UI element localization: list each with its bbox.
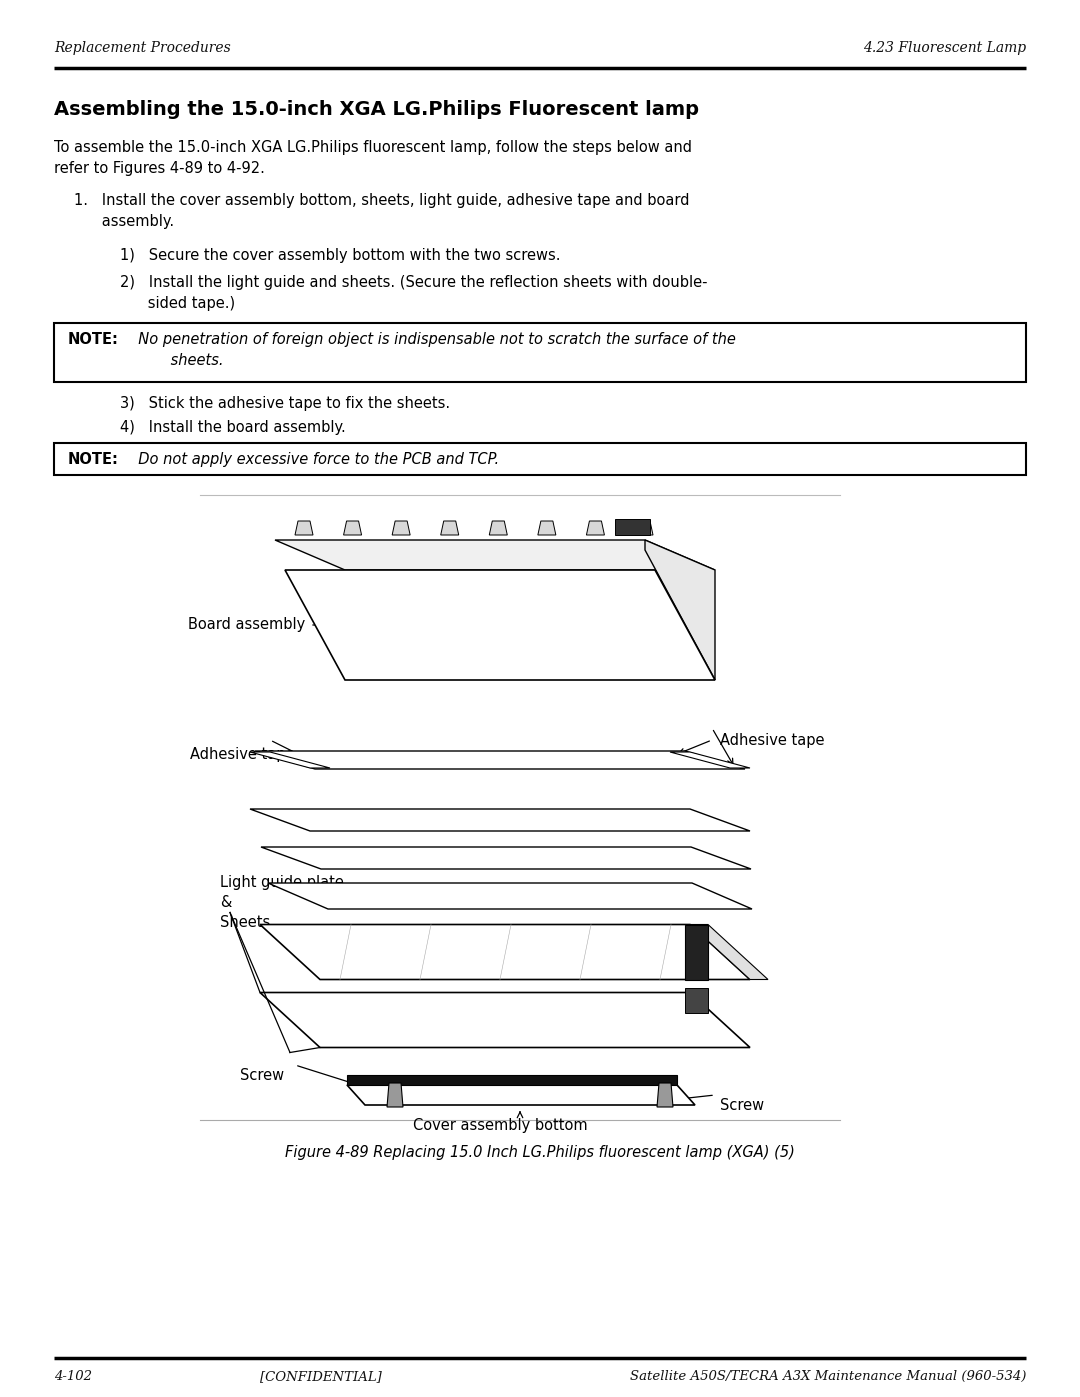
Text: [CONFIDENTIAL]: [CONFIDENTIAL] xyxy=(260,1370,381,1383)
Bar xyxy=(54,443,1026,475)
Text: To assemble the 15.0-inch XGA LG.Philips fluorescent lamp, follow the steps belo: To assemble the 15.0-inch XGA LG.Philips… xyxy=(54,140,692,155)
Text: No penetration of foreign object is indispensable not to scratch the surface of : No penetration of foreign object is indi… xyxy=(129,332,735,346)
Text: 1.   Install the cover assembly bottom, sheets, light guide, adhesive tape and b: 1. Install the cover assembly bottom, sh… xyxy=(75,193,689,208)
Polygon shape xyxy=(690,925,768,979)
Polygon shape xyxy=(538,521,556,535)
Text: sided tape.): sided tape.) xyxy=(120,296,235,312)
Polygon shape xyxy=(295,521,313,535)
Text: Light guide plate: Light guide plate xyxy=(220,875,343,890)
Polygon shape xyxy=(586,521,605,535)
Polygon shape xyxy=(635,521,653,535)
Polygon shape xyxy=(670,752,750,768)
Polygon shape xyxy=(260,992,750,1048)
Text: sheets.: sheets. xyxy=(129,353,224,367)
Text: Figure 4-89 Replacing 15.0 Inch LG.Philips fluorescent lamp (XGA) (5): Figure 4-89 Replacing 15.0 Inch LG.Phili… xyxy=(285,1146,795,1160)
Text: Adhesive tape: Adhesive tape xyxy=(190,747,295,763)
Polygon shape xyxy=(260,925,750,979)
Text: 2)   Install the light guide and sheets. (Secure the reflection sheets with doub: 2) Install the light guide and sheets. (… xyxy=(120,275,707,291)
Polygon shape xyxy=(347,1076,677,1085)
Text: NOTE:: NOTE: xyxy=(68,453,119,467)
Polygon shape xyxy=(489,521,508,535)
Text: Sheets: Sheets xyxy=(220,915,270,930)
Polygon shape xyxy=(392,521,410,535)
Polygon shape xyxy=(387,1083,403,1106)
Text: &: & xyxy=(220,895,231,909)
Polygon shape xyxy=(441,521,459,535)
Polygon shape xyxy=(347,1085,696,1105)
Text: Replacement Procedures: Replacement Procedures xyxy=(54,41,231,54)
Polygon shape xyxy=(285,570,715,680)
Text: Satellite A50S/TECRA A3X Maintenance Manual (960-534): Satellite A50S/TECRA A3X Maintenance Man… xyxy=(630,1370,1026,1383)
Polygon shape xyxy=(343,521,362,535)
Text: 4.23 Fluorescent Lamp: 4.23 Fluorescent Lamp xyxy=(863,41,1026,54)
Polygon shape xyxy=(249,752,330,768)
Polygon shape xyxy=(657,1083,673,1106)
Polygon shape xyxy=(268,883,752,909)
Text: 4-102: 4-102 xyxy=(54,1370,92,1383)
Polygon shape xyxy=(275,541,715,570)
Polygon shape xyxy=(615,520,650,535)
Text: Assembling the 15.0-inch XGA LG.Philips Fluorescent lamp: Assembling the 15.0-inch XGA LG.Philips … xyxy=(54,101,699,119)
Text: assembly.: assembly. xyxy=(75,214,174,229)
Polygon shape xyxy=(685,988,708,1013)
Text: 4)   Install the board assembly.: 4) Install the board assembly. xyxy=(120,420,346,434)
Polygon shape xyxy=(249,809,750,831)
Text: Board assembly: Board assembly xyxy=(188,617,305,633)
Text: Do not apply excessive force to the PCB and TCP.: Do not apply excessive force to the PCB … xyxy=(129,453,499,467)
Text: 1)   Secure the cover assembly bottom with the two screws.: 1) Secure the cover assembly bottom with… xyxy=(120,249,561,263)
Text: Screw: Screw xyxy=(720,1098,765,1112)
Polygon shape xyxy=(255,752,745,768)
Text: NOTE:: NOTE: xyxy=(68,332,119,346)
Text: Screw: Screw xyxy=(240,1067,284,1083)
Text: refer to Figures 4-89 to 4-92.: refer to Figures 4-89 to 4-92. xyxy=(54,161,265,176)
Polygon shape xyxy=(645,541,715,680)
Polygon shape xyxy=(685,925,708,979)
Text: Cover assembly bottom: Cover assembly bottom xyxy=(413,1118,588,1133)
Polygon shape xyxy=(261,847,751,869)
Text: 3)   Stick the adhesive tape to fix the sheets.: 3) Stick the adhesive tape to fix the sh… xyxy=(120,395,450,411)
Text: Adhesive tape: Adhesive tape xyxy=(720,732,824,747)
Bar xyxy=(54,323,1026,381)
